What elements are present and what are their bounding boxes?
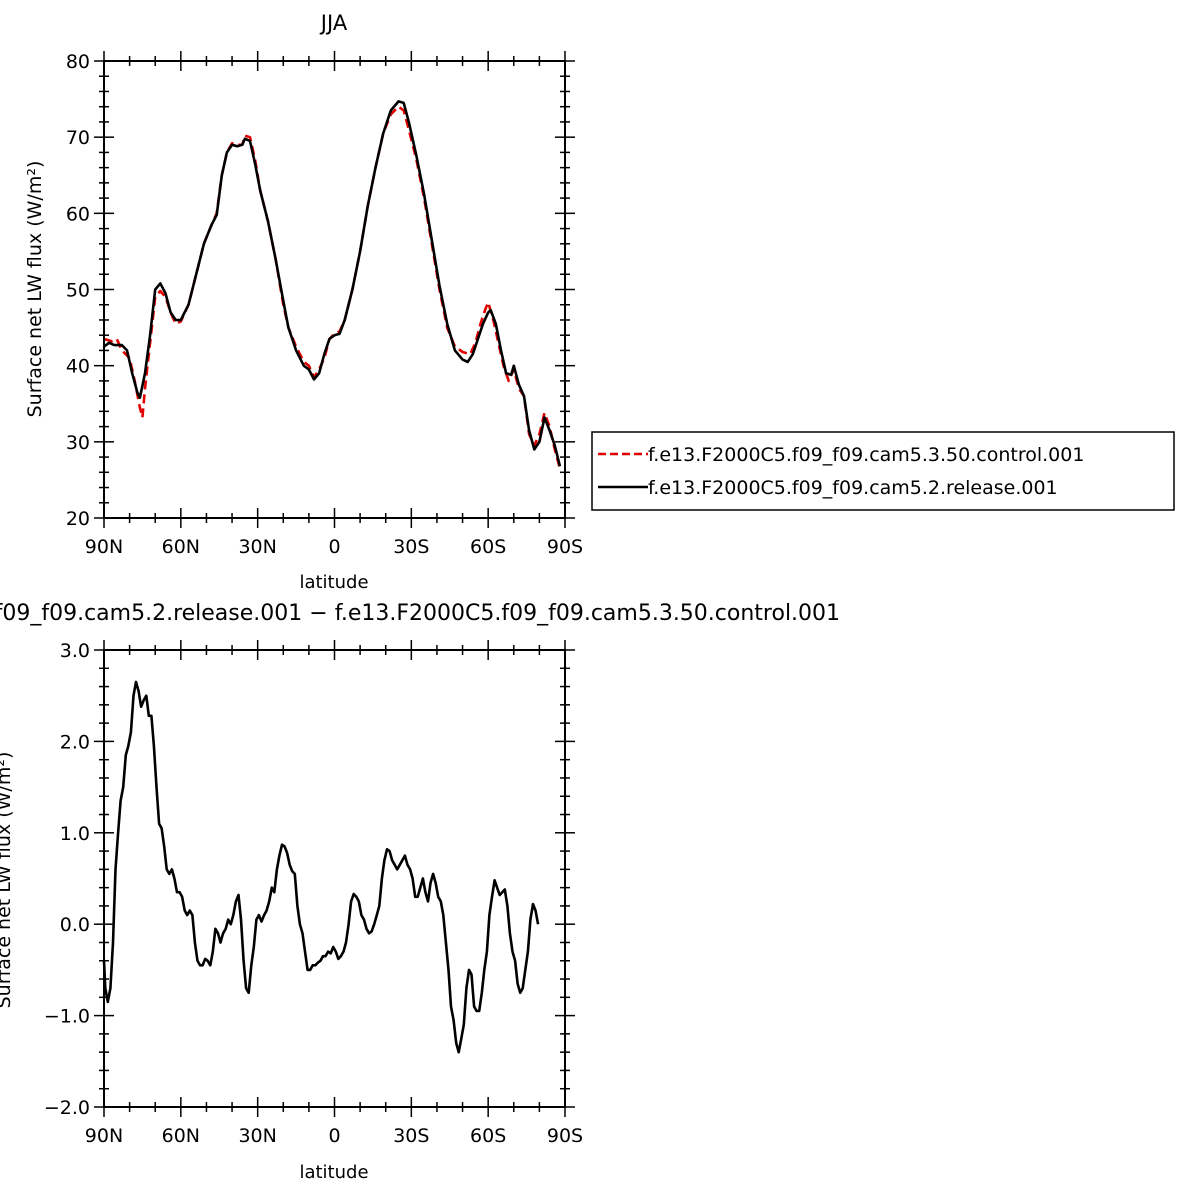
x-tick-label: 30S	[393, 536, 429, 558]
x-tick-label: 90N	[85, 1125, 123, 1147]
top-chart-y-tick-labels: 20 30 40 50 60 70 80	[66, 51, 90, 530]
series-line-1	[103, 100, 562, 467]
x-tick-label: 60N	[162, 1125, 200, 1147]
y-tick-label: 40	[66, 356, 90, 378]
y-tick-label: 20	[66, 508, 90, 530]
series-line-0	[102, 680, 540, 1054]
x-tick-label: 60S	[470, 536, 506, 558]
top-chart-title: JJA	[319, 11, 348, 35]
y-tick-label: 50	[66, 280, 90, 302]
bottom-chart-series	[102, 680, 540, 1054]
bottom-chart-x-axis-label: latitude	[299, 1162, 368, 1183]
y-tick-label: −2.0	[44, 1097, 90, 1119]
x-tick-label: 90S	[547, 1125, 583, 1147]
x-tick-label: 30N	[238, 536, 276, 558]
x-tick-label: 90S	[547, 536, 583, 558]
x-tick-label: 90N	[85, 536, 123, 558]
x-tick-label: 60S	[470, 1125, 506, 1147]
x-tick-label: 30S	[393, 1125, 429, 1147]
top-chart-x-axis-label: latitude	[299, 572, 368, 593]
y-tick-label: 60	[66, 203, 90, 225]
x-tick-label: 60N	[162, 536, 200, 558]
top-chart-x-tick-labels: 90N 60N 30N 0 30S 60S 90S	[85, 536, 583, 558]
top-chart-series	[103, 100, 562, 469]
y-tick-label: 1.0	[60, 823, 90, 845]
legend: f.e13.F2000C5.f09_f09.cam5.3.50.control.…	[591, 431, 1175, 511]
y-tick-label: 2.0	[60, 731, 90, 753]
bottom-chart-ticks	[94, 640, 575, 1117]
bottom-chart: f.e13.F2000C5.f09_f09.cam5.2.release.001…	[0, 601, 840, 1183]
y-tick-label: 0.0	[60, 914, 90, 936]
legend-label-control: f.e13.F2000C5.f09_f09.cam5.3.50.control.…	[648, 444, 1084, 466]
series-line-0	[103, 105, 562, 469]
x-tick-label: 0	[328, 1125, 340, 1147]
bottom-chart-y-axis-label: Surface net LW flux (W/m²)	[0, 752, 15, 1009]
x-tick-label: 0	[328, 536, 340, 558]
bottom-chart-title: f.e13.F2000C5.f09_f09.cam5.2.release.001…	[0, 601, 840, 626]
legend-label-release: f.e13.F2000C5.f09_f09.cam5.2.release.001	[648, 477, 1058, 499]
y-tick-label: 3.0	[60, 640, 90, 662]
bottom-chart-y-tick-labels: −2.0 −1.0 0.0 1.0 2.0 3.0	[44, 640, 90, 1119]
top-chart-ticks	[94, 51, 575, 528]
y-tick-label: 70	[66, 127, 90, 149]
legend-box	[591, 431, 1175, 511]
bottom-chart-frame	[103, 649, 566, 1108]
top-chart-frame	[103, 60, 566, 519]
bottom-chart-x-tick-labels: 90N 60N 30N 0 30S 60S 90S	[85, 1125, 583, 1147]
x-tick-label: 30N	[238, 1125, 276, 1147]
y-tick-label: 30	[66, 432, 90, 454]
y-tick-label: −1.0	[44, 1006, 90, 1028]
y-tick-label: 80	[66, 51, 90, 73]
top-chart: JJA 90N 60N 30N 0 30S 60S 90S 20 30 40 50 60 70 80 l…	[24, 11, 1175, 593]
top-chart-y-axis-label: Surface net LW flux (W/m²)	[24, 161, 46, 418]
